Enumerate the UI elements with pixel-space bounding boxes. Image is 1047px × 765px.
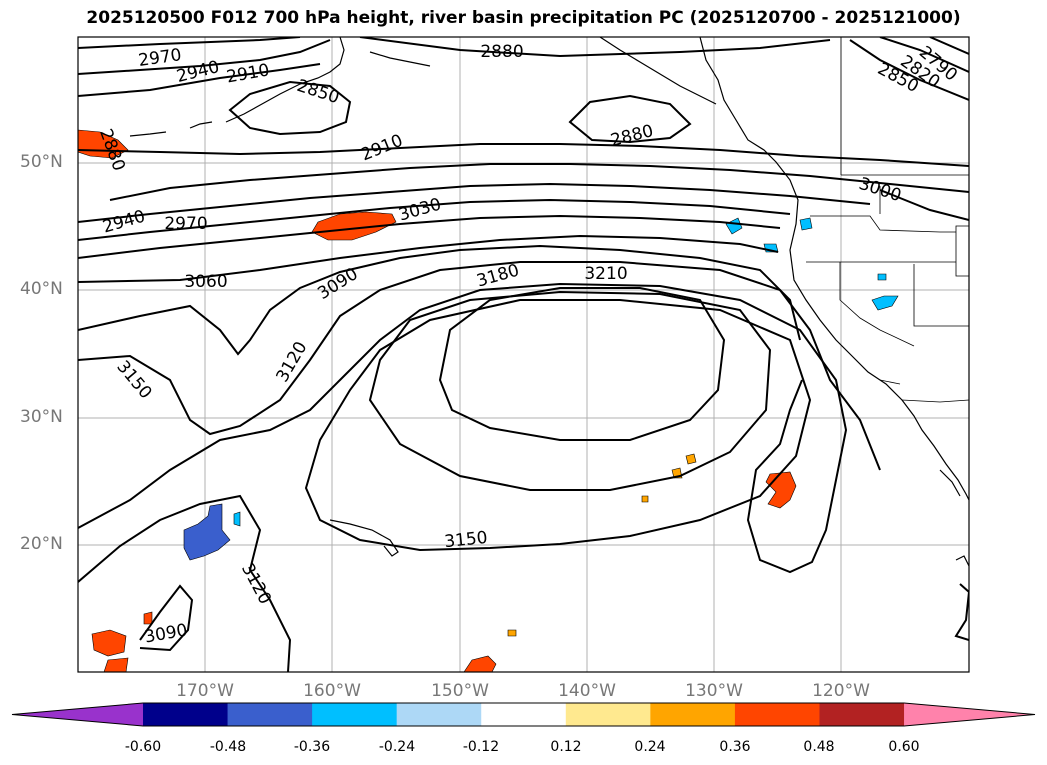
colorbar-tick: 0.36 (719, 739, 751, 755)
colorbar-tick: -0.24 (378, 739, 416, 755)
colorbar-tick: -0.12 (462, 739, 500, 755)
lon-label-150w: 150°W (431, 681, 489, 701)
political-borders (806, 37, 969, 403)
colorbar-segment (734, 703, 820, 726)
colorbar-segment (396, 703, 482, 726)
lon-label-140w: 140°W (558, 681, 616, 701)
colorbar-segment (227, 703, 313, 726)
colorbar-extend-min (12, 703, 143, 726)
colorbar-tick: -0.60 (124, 739, 162, 755)
precip-positive-patch (143, 611, 153, 625)
precip-positive-patch (685, 453, 697, 465)
colorbar-segment (819, 703, 905, 726)
precip-negative-patch (799, 217, 813, 231)
map-title: 2025120500 F012 700 hPa height, river ba… (86, 8, 961, 28)
colorbar-tick: 0.48 (803, 739, 835, 755)
precip-positive-patch (91, 629, 127, 657)
lon-label-130w: 130°W (685, 681, 743, 701)
colorbar-tick: 0.60 (888, 739, 920, 755)
height-contours (78, 37, 969, 672)
precip-negative-patch (871, 295, 899, 311)
precip-negative-patch (233, 511, 241, 527)
colorbar-outline (11, 702, 1036, 727)
colorbar-tick: 0.12 (550, 739, 582, 755)
precip-positive-patch (311, 211, 397, 241)
colorbar-segment (565, 703, 651, 726)
precip-negative-patch (877, 273, 887, 281)
contour-label: 3210 (584, 264, 628, 284)
precip-positive-patch (103, 657, 129, 672)
map-panel (78, 37, 969, 672)
colorbar-segment (481, 703, 567, 726)
colorbar-extend-max (904, 703, 1035, 726)
colorbar-segment (312, 703, 398, 726)
precip-positive-patch (641, 495, 649, 503)
graticule (78, 37, 969, 672)
colorbar-tick: -0.48 (209, 739, 247, 755)
colorbar-segment (143, 703, 229, 726)
precip-positive-patch (507, 629, 517, 637)
colorbar (11, 702, 1036, 727)
lat-label-50: 50°N (20, 152, 63, 172)
contour-label: 2970 (164, 214, 208, 234)
coastlines (129, 37, 969, 567)
lon-label-120w: 120°W (812, 681, 870, 701)
lat-label-40: 40°N (20, 279, 63, 299)
colorbar-tick: -0.36 (293, 739, 331, 755)
lat-label-20: 20°N (20, 534, 63, 554)
lon-label-160w: 160°W (303, 681, 361, 701)
lon-label-170w: 170°W (176, 681, 234, 701)
lat-label-30: 30°N (20, 407, 63, 427)
contour-label: 3060 (184, 272, 228, 292)
colorbar-tick: 0.24 (634, 739, 666, 755)
precip-negative-patch (183, 503, 231, 561)
map-frame (77, 36, 970, 673)
precip-positive-patch (463, 655, 497, 672)
contour-label: 2880 (480, 42, 524, 62)
colorbar-segment (650, 703, 736, 726)
